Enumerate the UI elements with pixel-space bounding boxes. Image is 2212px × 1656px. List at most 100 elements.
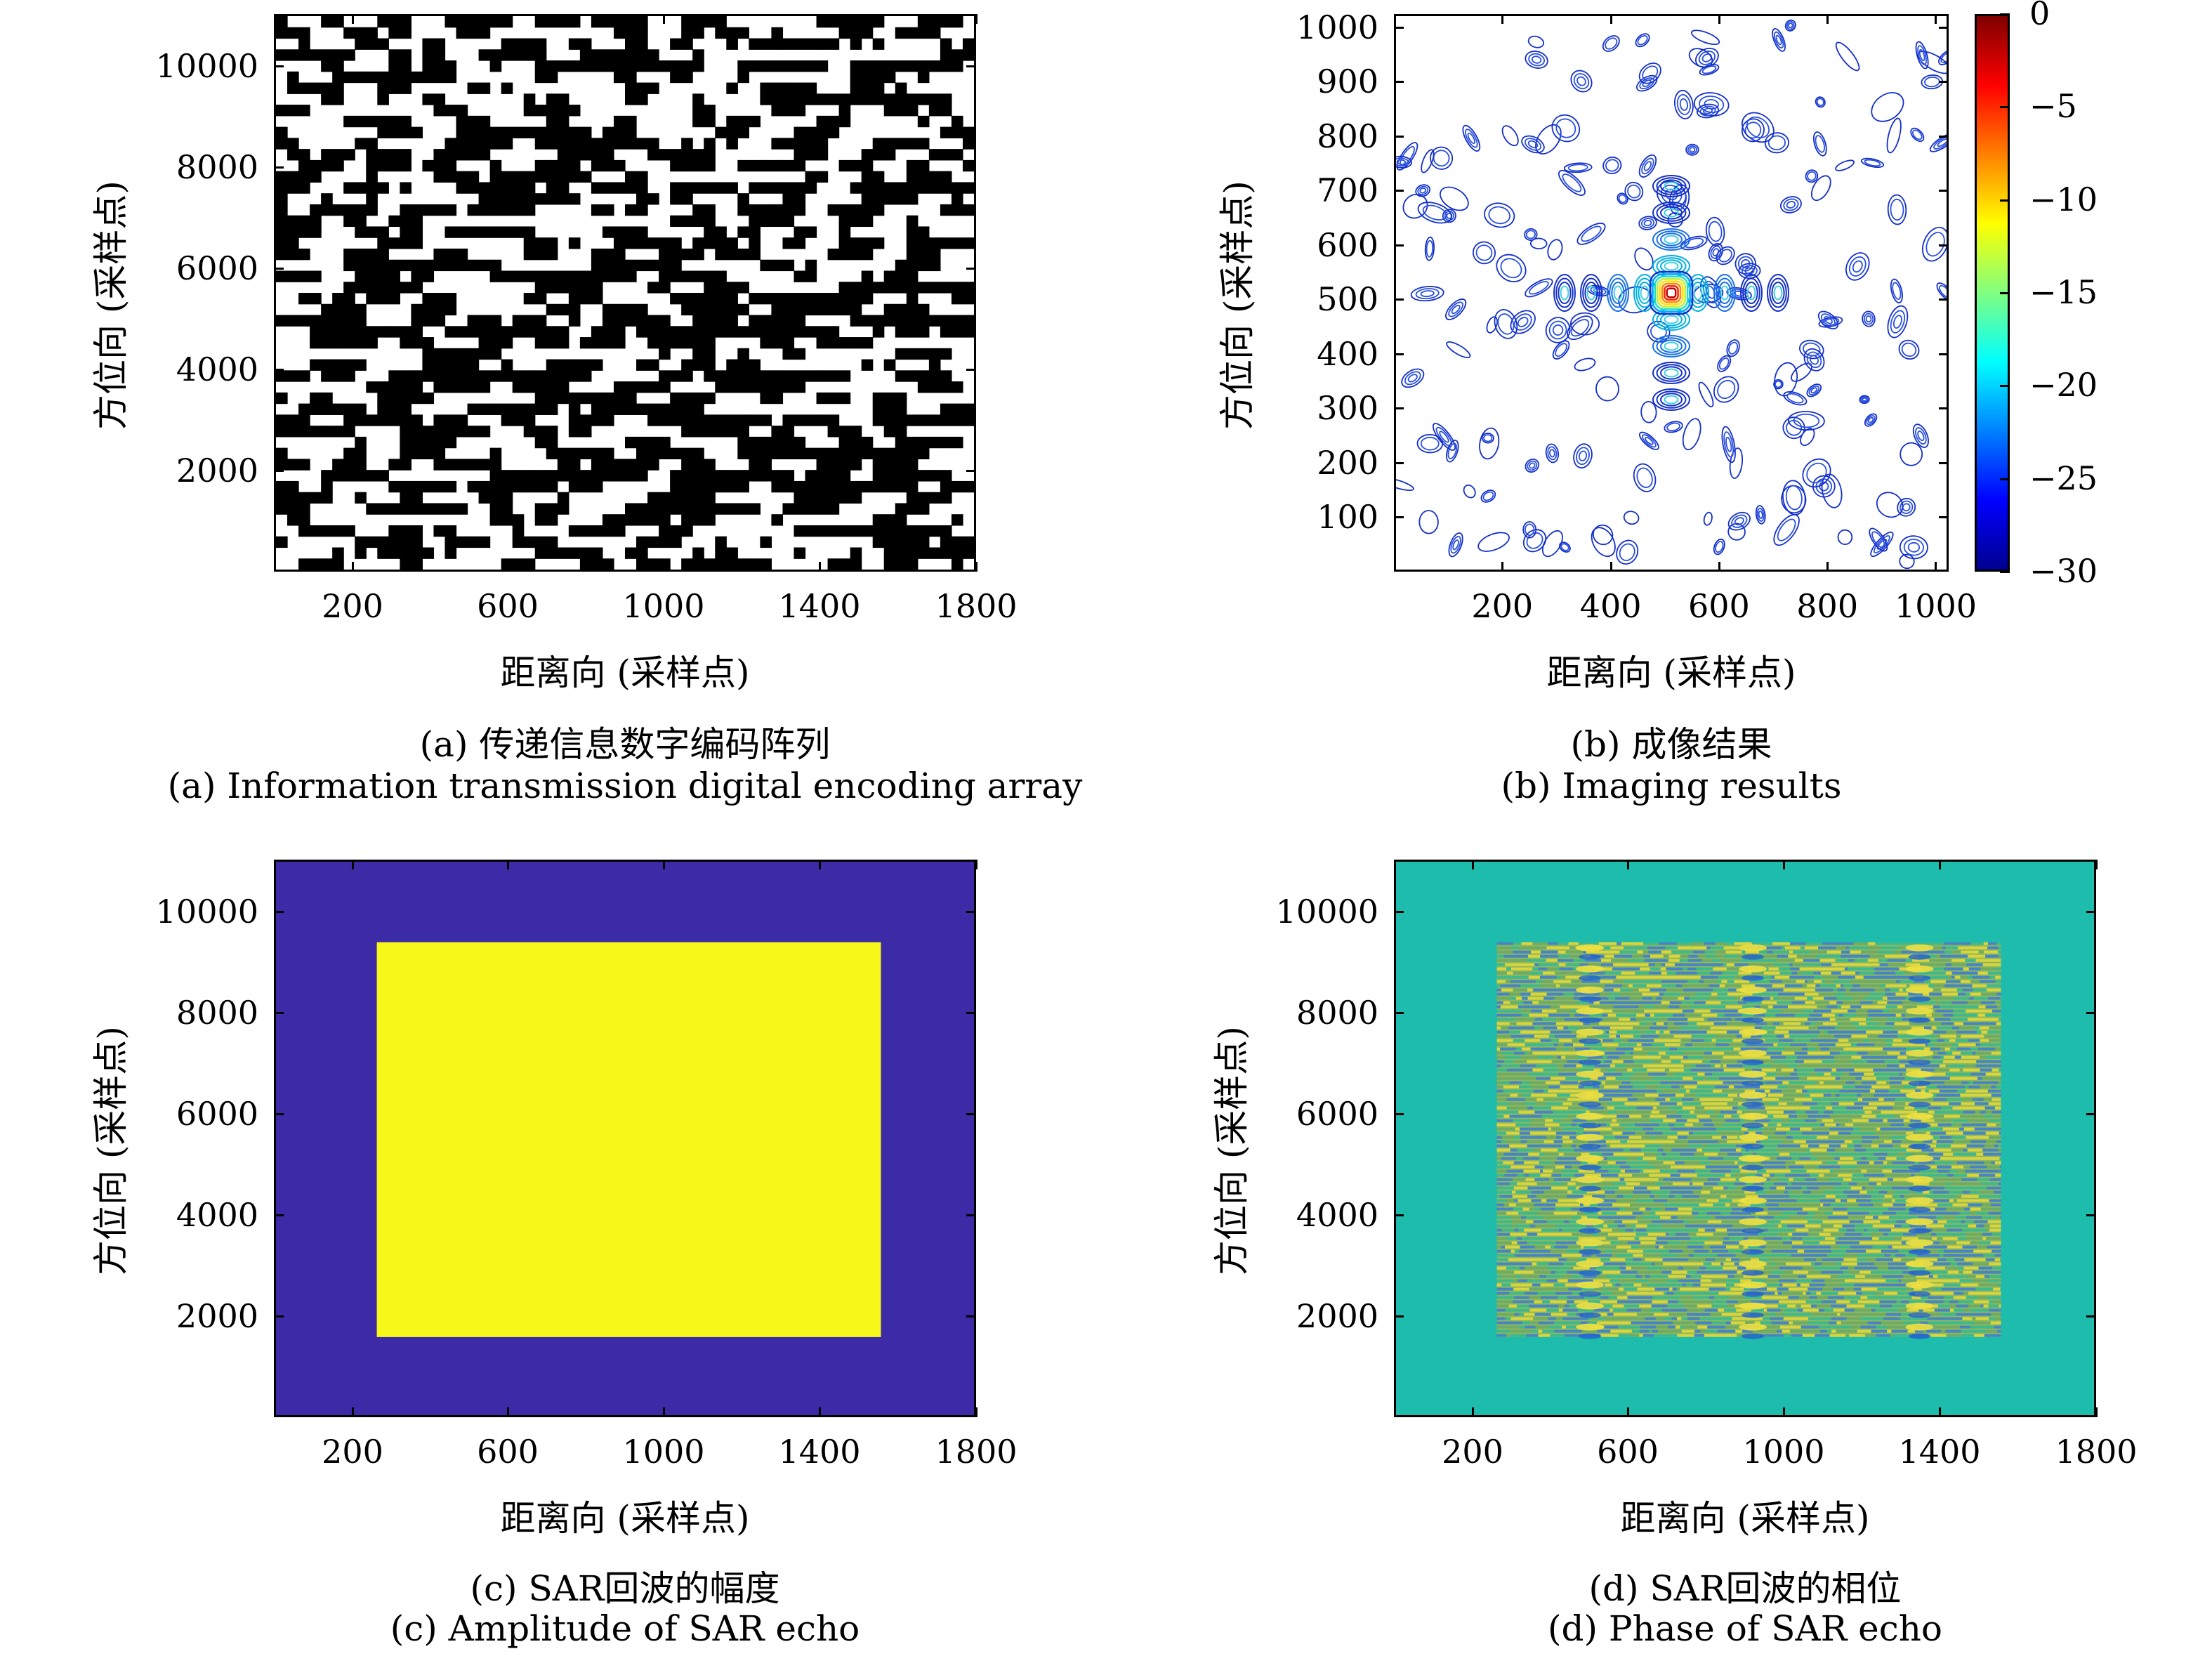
x-axis-c-tick-label: 600 (477, 1433, 539, 1471)
colorbar-tick-label: −25 (2029, 459, 2098, 497)
sidelobe-contour (1898, 339, 1920, 360)
encoding-cell (534, 16, 558, 28)
y-axis-a-tick-label: 6000 (176, 249, 258, 287)
encoding-cell (534, 237, 558, 249)
x-axis-b-tick-mark (1826, 14, 1829, 24)
sidelobe-contour (1633, 463, 1657, 492)
y-axis-d-tick-mark (1394, 1214, 1404, 1216)
encoding-cell (422, 159, 435, 172)
encoding-cell (962, 547, 974, 559)
sidelobe-contour (1417, 185, 1429, 196)
encoding-cell (636, 226, 648, 238)
encoding-cell (321, 82, 344, 94)
x-axis-d-tick-mark (1939, 860, 1941, 869)
encoding-cell (760, 392, 772, 405)
encoding-cell (613, 381, 637, 393)
phase-fringe-band (1905, 965, 1934, 973)
phase-fringe-band (1908, 1122, 1931, 1129)
encoding-cell (917, 525, 952, 537)
encoding-cell (546, 470, 570, 482)
x-axis-d-tick-mark (2095, 1407, 2098, 1417)
sidelobe-contour (1496, 254, 1527, 282)
phase-fringe-band (1908, 996, 1931, 1002)
encoding-cell (827, 480, 840, 493)
encoding-cell (838, 293, 874, 305)
encoding-cell (726, 359, 761, 371)
encoding-cell (568, 126, 592, 138)
encoding-cell (737, 348, 749, 360)
encoding-cell (659, 60, 671, 72)
encoding-cell (456, 536, 468, 548)
encoding-cell (411, 392, 435, 405)
encoding-cell (568, 293, 603, 305)
encoding-cell (715, 27, 749, 39)
encoding-cell (467, 315, 502, 327)
encoding-cell (366, 138, 378, 150)
phase-fringe-band (1739, 1323, 1767, 1331)
phase-fringe-band (1739, 1176, 1767, 1183)
encoding-cell (343, 115, 367, 128)
encoding-cell (715, 315, 738, 327)
encoding-cell (782, 159, 806, 172)
encoding-cell (917, 315, 952, 327)
encoding-cell (625, 547, 648, 559)
phase-fringe-band (1579, 1101, 1602, 1108)
caption-en-c: (c) Amplitude of SAR echo (390, 1608, 860, 1649)
encoding-cell (287, 492, 299, 504)
range-sidelobe (1773, 285, 1783, 301)
sidelobe-contour (1500, 258, 1522, 279)
sidelobe-contour (1472, 241, 1496, 265)
phase-fringe-band (1908, 1207, 1931, 1213)
encoding-cell (366, 159, 389, 172)
sidelobe-contour (1782, 480, 1806, 515)
peak-contour (1664, 285, 1679, 301)
x-axis-c-tick-label: 200 (322, 1433, 383, 1471)
encoding-cell (647, 414, 682, 426)
y-axis-a-tick-label: 10000 (155, 47, 258, 85)
encoding-cell (816, 370, 851, 382)
phase-fringe-band (1579, 1059, 1602, 1065)
sidelobe-contour (1638, 216, 1657, 230)
sidelobe-contour (1938, 49, 1947, 65)
phase-fringe-band (1908, 1038, 1931, 1044)
y-axis-b-tick-mark (1939, 516, 1949, 519)
y-axis-b-tick-mark (1394, 190, 1404, 192)
caption-cn-a: (a) 传递信息数字编码阵列 (419, 724, 831, 765)
encoding-cell (940, 182, 952, 194)
encoding-cell (467, 403, 491, 415)
sidelobe-contour (1444, 211, 1455, 221)
phase-fringe-band (1908, 954, 1931, 960)
phase-fringe-band (1579, 1312, 1602, 1318)
encoding-cell (332, 49, 355, 61)
phase-fringe-band (1579, 1038, 1602, 1044)
x-axis-a-tick-mark (975, 14, 977, 24)
encoding-cell (298, 293, 322, 305)
sidelobe-contour (1605, 37, 1618, 50)
sidelobe-contour (1551, 114, 1581, 143)
encoding-cell (332, 71, 367, 84)
sidelobe-contour (1525, 458, 1540, 473)
phase-fringe-band (1905, 1323, 1934, 1331)
sidelobe-contour (1416, 433, 1443, 454)
phase-fringe-band (1905, 1070, 1934, 1078)
sidelobe-contour (1907, 541, 1921, 553)
sidelobe-contour (1933, 136, 1947, 150)
sidelobe-contour (1684, 237, 1704, 249)
sidelobe-contour (1824, 315, 1833, 324)
range-sidelobe (1640, 285, 1650, 301)
sidelobe-contour (1440, 186, 1469, 211)
encoding-cell (422, 503, 457, 515)
encoding-cell (568, 370, 592, 382)
sidelobe-contour (1772, 28, 1786, 52)
encoding-cell (636, 381, 648, 393)
encoding-cell (928, 27, 941, 39)
encoding-cell (579, 547, 603, 559)
phase-fringe-band (1576, 1007, 1605, 1015)
encoding-cell (501, 403, 536, 415)
sidelobe-contour (1643, 219, 1652, 227)
x-axis-c-tick-label: 1000 (622, 1433, 705, 1471)
encoding-cell (838, 105, 851, 117)
sidelobe-contour (1570, 70, 1593, 93)
sidelobe-contour (1698, 51, 1716, 65)
encoding-cell (388, 159, 400, 172)
